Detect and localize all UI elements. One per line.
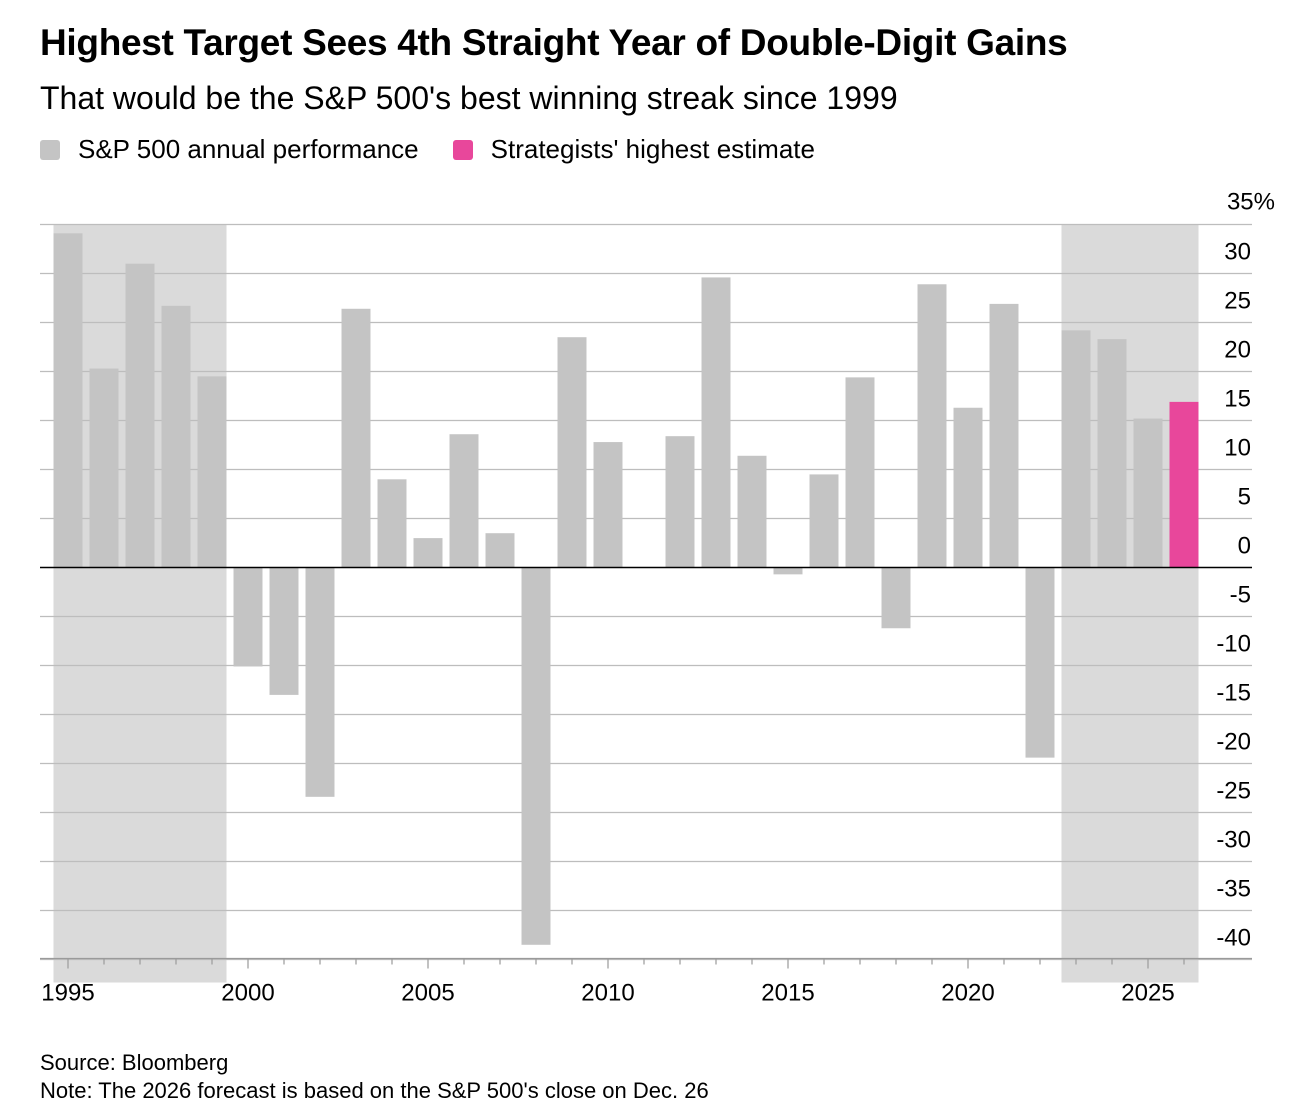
bar-2018 (881, 567, 911, 629)
y-tick-label: 15 (1224, 386, 1251, 413)
bar-1999 (197, 376, 227, 568)
y-tick-label: -20 (1216, 729, 1251, 756)
bar-chart: 35%302520151050-5-10-15-20-25-30-35-4019… (40, 189, 1275, 1007)
x-tick-label: 2015 (761, 980, 814, 1007)
legend-label-estimate: Strategists' highest estimate (490, 134, 815, 164)
legend-item-performance: S&P 500 annual performance (40, 134, 419, 165)
bar-2008 (521, 567, 551, 945)
x-tick-label: 2020 (941, 980, 994, 1007)
bar-2017 (845, 377, 875, 568)
chart-subtitle: That would be the S&P 500's best winning… (40, 80, 898, 116)
y-tick-label: -15 (1216, 680, 1251, 707)
y-tick-label: -10 (1216, 631, 1251, 658)
estimate-bar-2026 (1169, 401, 1199, 568)
legend-label-performance: S&P 500 annual performance (78, 134, 419, 164)
x-tick-label: 1995 (41, 980, 94, 1007)
bar-2023 (1061, 330, 1091, 568)
bar-1995 (53, 233, 83, 568)
bar-2024 (1097, 339, 1127, 568)
y-tick-label: 20 (1224, 337, 1251, 364)
y-tick-label: 30 (1224, 239, 1251, 266)
y-tick-label: 25 (1224, 288, 1251, 315)
bar-2014 (737, 455, 767, 568)
bar-2000 (233, 567, 263, 667)
y-tick-label: 0 (1238, 533, 1251, 560)
bar-2001 (269, 567, 299, 695)
bar-2006 (449, 434, 479, 568)
x-tick-label: 2000 (221, 980, 274, 1007)
bar-2007 (485, 533, 515, 568)
y-tick-label: -35 (1216, 876, 1251, 903)
bar-1998 (161, 305, 191, 568)
y-tick-label: -30 (1216, 827, 1251, 854)
legend-swatch-performance (40, 139, 60, 160)
bar-2022 (1025, 567, 1055, 758)
legend: S&P 500 annual performance Strategists' … (40, 134, 849, 165)
chart-title: Highest Target Sees 4th Straight Year of… (40, 22, 1068, 63)
y-tick-label: -5 (1230, 582, 1251, 609)
bar-2015 (773, 567, 803, 575)
source-note: Source: Bloomberg (40, 1050, 229, 1075)
x-tick-label: 2005 (401, 980, 454, 1007)
bar-2010 (593, 442, 623, 568)
bar-2021 (989, 303, 1019, 568)
y-tick-label: 10 (1224, 435, 1251, 462)
legend-swatch-estimate (452, 139, 473, 160)
bar-2002 (305, 567, 335, 797)
forecast-note: Note: The 2026 forecast is based on the … (40, 1078, 709, 1103)
bar-1997 (125, 263, 155, 568)
y-tick-label: -25 (1216, 778, 1251, 805)
bar-2013 (701, 277, 731, 568)
bar-2020 (953, 407, 983, 568)
y-tick-label: -40 (1216, 925, 1251, 952)
y-tick-label: 5 (1238, 484, 1251, 511)
bar-2003 (341, 308, 371, 568)
x-tick-label: 2025 (1121, 980, 1174, 1007)
bar-2016 (809, 474, 839, 568)
bar-2004 (377, 479, 407, 568)
bar-1996 (89, 368, 119, 568)
legend-item-estimate: Strategists' highest estimate (452, 134, 815, 165)
bar-2019 (917, 284, 947, 568)
bar-2005 (413, 538, 443, 568)
y-tick-label: 35% (1227, 189, 1275, 216)
bar-2025 (1133, 418, 1163, 568)
bar-2012 (665, 436, 695, 568)
x-tick-label: 2010 (581, 980, 634, 1007)
bar-2009 (557, 337, 587, 568)
